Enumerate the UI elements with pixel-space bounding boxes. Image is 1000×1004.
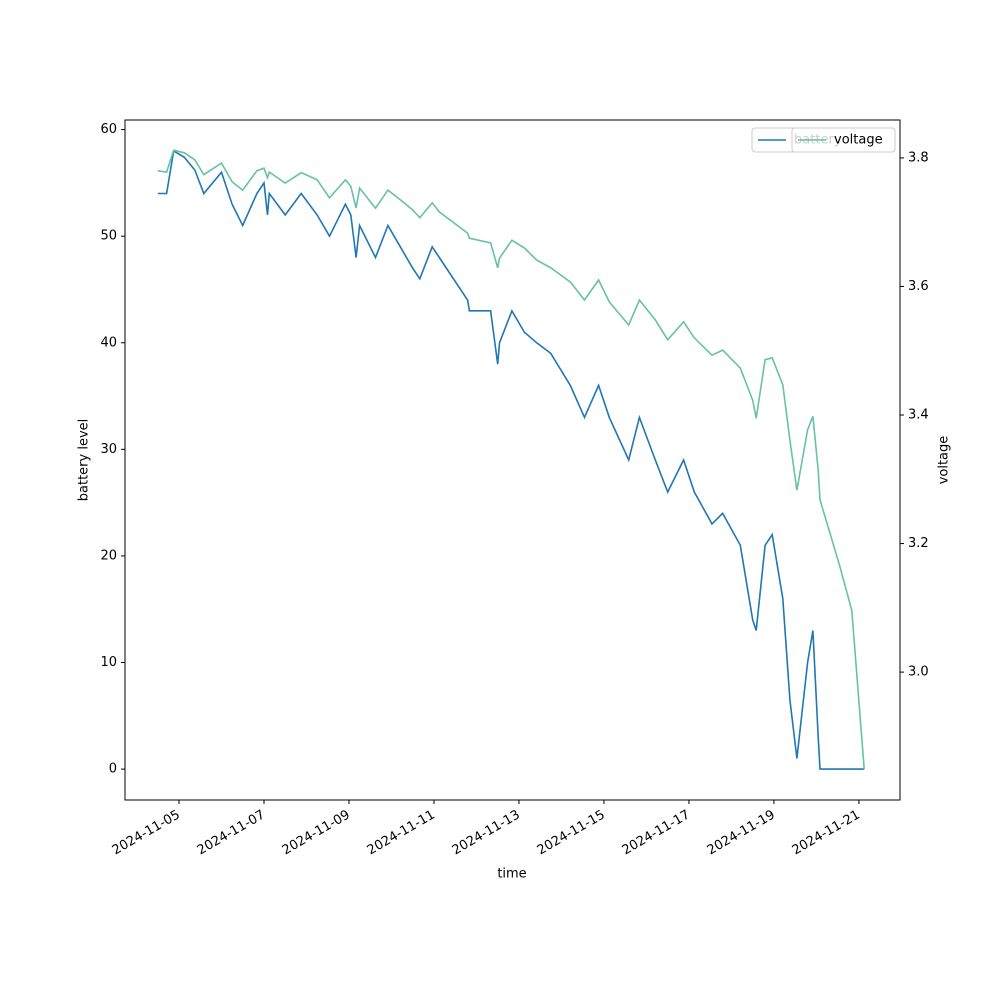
legend-label: voltage [834,133,883,148]
plot-frame [124,119,901,801]
x-tick-label: 2024-11-05 [110,808,183,859]
legend-box [791,127,896,153]
y2-tick-label: 3.4 [908,408,929,423]
x-tick-label: 2024-11-17 [620,808,693,859]
x-tick-label: 2024-11-07 [195,808,268,859]
line-series [157,149,865,770]
y-tick-label: 60 [100,122,117,137]
y-tick-label: 20 [100,548,117,563]
y-tick-label: 0 [109,762,117,777]
y2-tick-label: 3.2 [908,536,929,551]
y2-tick-label: 3.6 [908,279,929,294]
x-tick-label: 2024-11-09 [280,808,353,859]
y2-tick-label: 3.0 [908,665,929,680]
x-tick-label: 2024-11-21 [790,808,863,859]
x-tick-label: 2024-11-13 [450,808,523,859]
y-tick-label: 40 [100,335,117,350]
x-tick-label: 2024-11-15 [535,808,608,859]
x-tick-label: 2024-11-19 [705,808,778,859]
y-tick-label: 30 [100,442,117,457]
x-axis-label: time [497,867,526,882]
y2-tick-label: 3.8 [908,150,929,165]
y2-axis-label: voltage [937,436,952,485]
x-tick-label: 2024-11-11 [365,808,438,859]
y-axis-label: battery level [77,419,92,502]
y-tick-label: 10 [100,655,117,670]
line-series [157,149,865,770]
y-tick-label: 50 [100,229,117,244]
